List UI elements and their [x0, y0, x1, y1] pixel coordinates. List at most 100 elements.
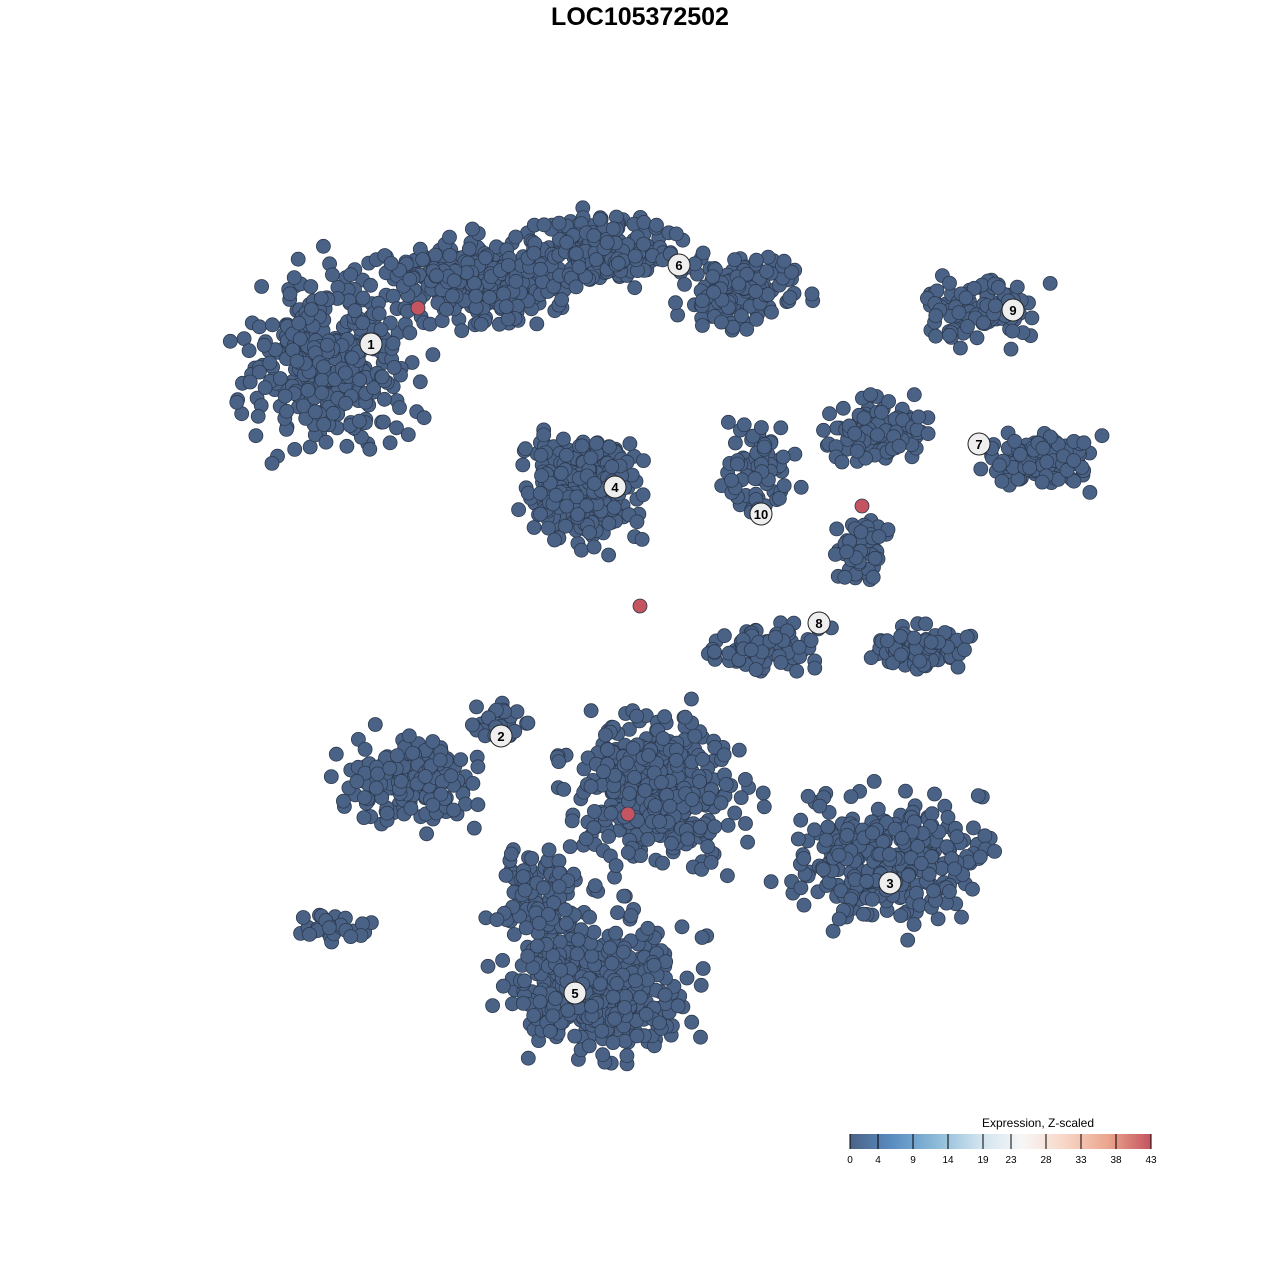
data-point [581, 1038, 597, 1054]
data-point [695, 245, 711, 261]
svg-text:10: 10 [754, 507, 768, 522]
data-point [789, 663, 805, 679]
data-point [800, 788, 816, 804]
data-point [1012, 446, 1028, 462]
data-point [638, 1006, 654, 1022]
data-point [754, 420, 769, 435]
data-point [760, 287, 776, 303]
data-point [835, 400, 851, 416]
data-point [315, 238, 331, 254]
svg-text:3: 3 [886, 876, 893, 891]
data-point [498, 299, 514, 315]
data-point [468, 288, 484, 304]
data-point [891, 438, 907, 454]
data-point [295, 910, 311, 925]
data-point [970, 788, 986, 803]
data-point [748, 662, 764, 677]
data-point [901, 868, 916, 883]
data-point [602, 940, 618, 956]
data-point [603, 805, 619, 821]
data-point [834, 454, 850, 470]
data-point [453, 752, 469, 767]
data-point [362, 441, 378, 457]
data-point [776, 253, 792, 269]
data-point [839, 827, 855, 843]
data-point [793, 479, 809, 495]
data-point [684, 792, 700, 807]
data-point [911, 409, 926, 425]
data-point [385, 335, 401, 351]
data-point [987, 844, 1002, 859]
data-point [680, 831, 696, 847]
cluster-label-10: 10 [749, 502, 773, 526]
data-point [605, 1035, 621, 1050]
data-point [739, 266, 755, 282]
data-point [812, 798, 828, 814]
data-point [912, 653, 928, 669]
data-point [1009, 279, 1025, 295]
data-point [620, 845, 636, 860]
data-point [393, 773, 409, 789]
data-point [947, 861, 962, 877]
data-point [526, 245, 542, 261]
data-point [706, 284, 721, 300]
data-point [818, 832, 834, 848]
data-point [438, 301, 454, 317]
data-point [300, 382, 316, 398]
data-point [363, 277, 379, 293]
data-point [966, 280, 982, 296]
data-point [668, 226, 684, 242]
data-point [913, 856, 929, 871]
data-point [625, 740, 641, 756]
cluster-label-7: 7 [967, 432, 991, 456]
data-point [586, 820, 602, 836]
data-point [579, 498, 595, 514]
data-point [926, 883, 941, 899]
data-point [551, 215, 567, 231]
data-point [994, 473, 1010, 489]
data-point [782, 289, 798, 305]
data-point [829, 521, 845, 537]
data-point [548, 487, 564, 503]
data-point [307, 404, 323, 420]
data-point [1039, 454, 1055, 470]
data-point [893, 908, 909, 923]
data-point [508, 229, 524, 245]
data-point [906, 917, 922, 932]
data-point [859, 873, 875, 889]
data-point [587, 804, 602, 819]
data-point [313, 291, 329, 306]
data-point [629, 1028, 645, 1044]
data-point [556, 782, 572, 797]
data-point [894, 830, 910, 846]
data-point [357, 742, 373, 757]
data-point [442, 229, 457, 245]
data-point [731, 742, 747, 758]
data-point [707, 644, 722, 660]
data-point [569, 489, 585, 505]
svg-text:1: 1 [367, 337, 374, 352]
data-point [343, 267, 359, 283]
data-point [292, 331, 308, 347]
svg-text:5: 5 [571, 986, 578, 1001]
data-point [748, 283, 764, 299]
cluster-label-6: 6 [667, 253, 691, 277]
data-point [636, 236, 651, 252]
data-point [559, 916, 574, 931]
data-point [517, 973, 532, 989]
data-point [718, 777, 734, 792]
data-point [545, 948, 561, 964]
data-point [582, 909, 597, 925]
data-point [477, 250, 493, 266]
highlighted-data-point [410, 300, 426, 316]
data-point [803, 633, 819, 648]
data-point [700, 839, 715, 854]
data-point [464, 717, 480, 733]
data-point [446, 802, 462, 818]
data-point [286, 270, 302, 286]
data-point [924, 849, 939, 865]
data-point [694, 293, 710, 309]
data-point [290, 251, 306, 267]
data-point [482, 289, 498, 305]
